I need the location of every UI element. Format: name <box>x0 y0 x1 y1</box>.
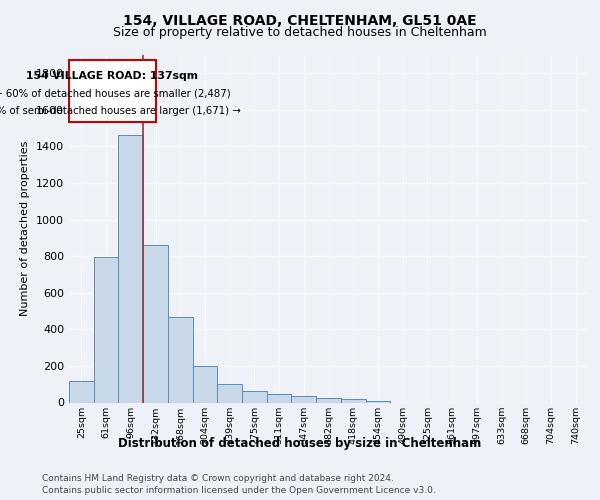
Bar <box>365 401 390 402</box>
Bar <box>69 60 155 122</box>
Bar <box>118 136 143 402</box>
Bar <box>193 366 217 403</box>
Bar <box>267 394 292 402</box>
Text: Contains HM Land Registry data © Crown copyright and database right 2024.: Contains HM Land Registry data © Crown c… <box>42 474 394 483</box>
Bar <box>69 380 94 402</box>
Bar <box>341 399 365 402</box>
Bar <box>143 245 168 402</box>
Bar <box>316 398 341 402</box>
Text: Size of property relative to detached houses in Cheltenham: Size of property relative to detached ho… <box>113 26 487 39</box>
Bar <box>242 390 267 402</box>
Bar <box>292 396 316 402</box>
Text: 154 VILLAGE ROAD: 137sqm: 154 VILLAGE ROAD: 137sqm <box>26 71 198 81</box>
Y-axis label: Number of detached properties: Number of detached properties <box>20 141 31 316</box>
Text: ← 60% of detached houses are smaller (2,487): ← 60% of detached houses are smaller (2,… <box>0 88 230 99</box>
Bar <box>94 257 118 402</box>
Text: 40% of semi-detached houses are larger (1,671) →: 40% of semi-detached houses are larger (… <box>0 106 241 116</box>
Text: Contains public sector information licensed under the Open Government Licence v3: Contains public sector information licen… <box>42 486 436 495</box>
Bar <box>168 316 193 402</box>
Bar <box>217 384 242 402</box>
Text: 154, VILLAGE ROAD, CHELTENHAM, GL51 0AE: 154, VILLAGE ROAD, CHELTENHAM, GL51 0AE <box>123 14 477 28</box>
Text: Distribution of detached houses by size in Cheltenham: Distribution of detached houses by size … <box>118 438 482 450</box>
